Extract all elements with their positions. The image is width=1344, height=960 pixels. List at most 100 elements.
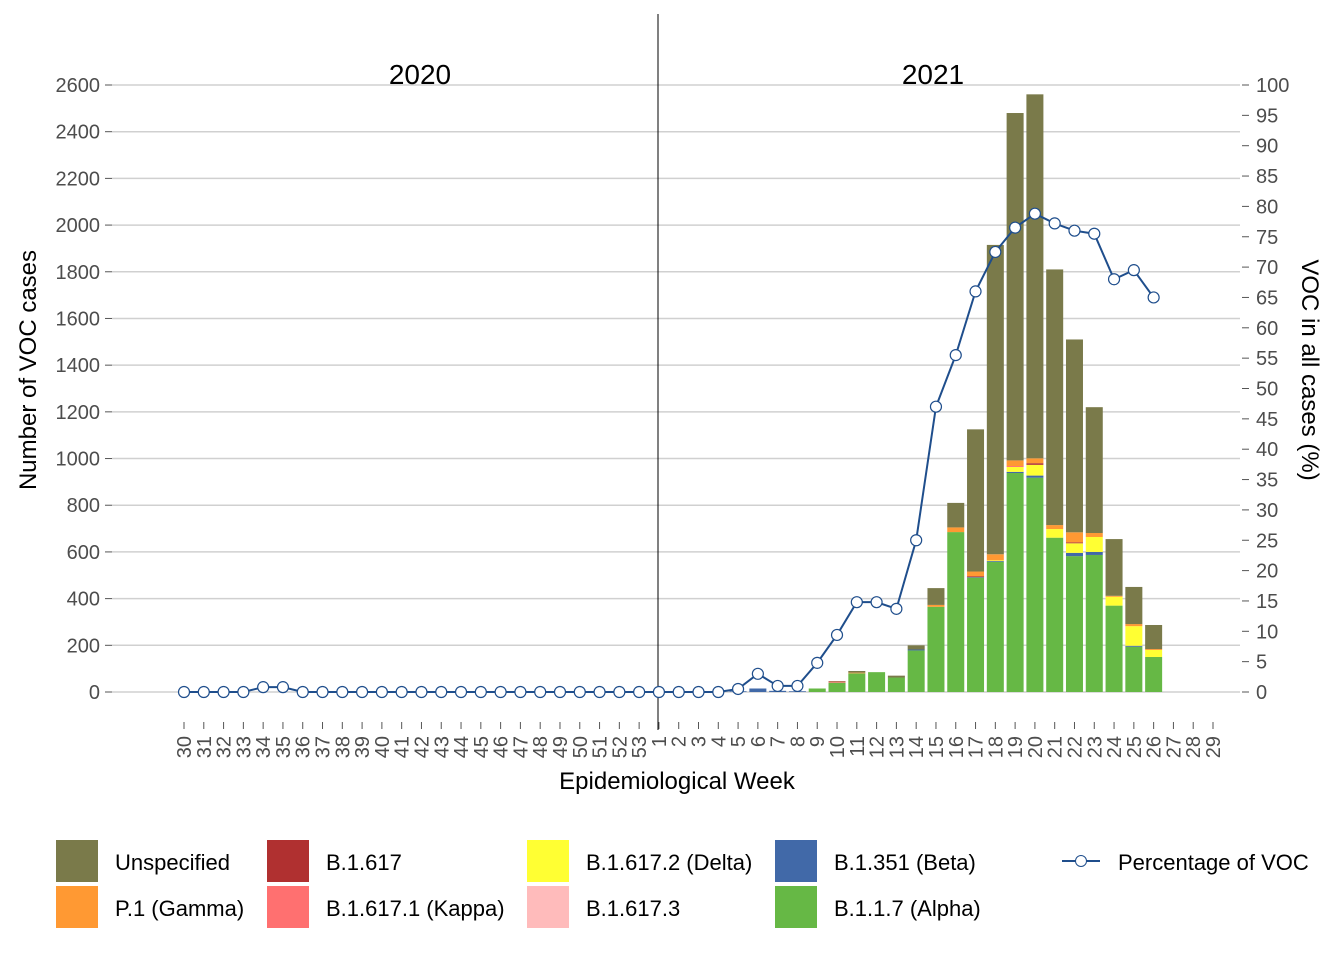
legend-label: Percentage of VOC <box>1118 850 1309 875</box>
percentage-point-wk39 <box>355 685 369 699</box>
bar-b-1-351-beta--wk22 <box>1065 552 1083 557</box>
percentage-point-wk16 <box>949 349 962 362</box>
percentage-point-wk49 <box>553 685 567 699</box>
percentage-point-wk8 <box>791 679 804 693</box>
bar-b-1-617-wk17 <box>967 576 985 578</box>
legend-swatch <box>775 840 817 882</box>
y-tick-label: 1400 <box>56 355 101 377</box>
bar-b-1-617-2-delta--wk23 <box>1085 536 1103 552</box>
legend-label: Unspecified <box>115 850 230 875</box>
x-tick-label: 50 <box>570 736 592 758</box>
percentage-point-wk4 <box>712 685 725 699</box>
x-tick-label: 47 <box>510 736 532 758</box>
bar-p-1-gamma--wk25 <box>1125 624 1143 627</box>
bar-p-1-gamma--wk19 <box>1006 460 1024 467</box>
x-axis-title: Epidemiological Week <box>559 768 796 795</box>
percentage-point-wk13 <box>890 602 903 615</box>
legend-label: B.1.617.3 <box>586 896 680 921</box>
x-tick-label: 34 <box>253 736 275 758</box>
bar-b-1-351-beta--wk25 <box>1125 645 1143 647</box>
y-tick-label: 200 <box>67 635 100 657</box>
percentage-point-wk2 <box>672 685 685 699</box>
percentage-point-wk14 <box>910 534 923 547</box>
x-tick-label: 1 <box>649 736 671 747</box>
legend-swatch <box>56 886 98 928</box>
percentage-point-wk21 <box>1048 217 1061 230</box>
x-tick-label: 53 <box>629 736 651 758</box>
bar-b-1-617-2-delta--wk24 <box>1105 596 1123 606</box>
year-label-2021: 2021 <box>902 59 964 90</box>
percentage-point-wk33 <box>237 685 250 699</box>
y-tick-label: 400 <box>67 589 100 611</box>
x-tick-label: 8 <box>787 736 809 747</box>
y-tick-label: 2200 <box>56 168 101 190</box>
bar-p-1-gamma--wk16 <box>947 527 965 533</box>
x-tick-label: 2 <box>669 736 691 747</box>
bar-b-1-351-beta--wk17 <box>967 577 985 578</box>
percentage-point-wk44 <box>454 685 468 699</box>
legend-swatch <box>527 886 569 928</box>
y-axis-title: Number of VOC cases <box>15 250 42 490</box>
y2-tick-label: 55 <box>1256 348 1278 370</box>
bar-b-1-1-7-alpha--wk12 <box>868 672 886 692</box>
bar-unspecified-wk14 <box>907 645 925 650</box>
y-tick-label: 1200 <box>56 402 101 424</box>
x-tick-label: 17 <box>966 736 988 758</box>
bar-b-1-351-beta--wk18 <box>986 561 1004 562</box>
x-tick-label: 28 <box>1183 736 1205 758</box>
x-tick-label: 21 <box>1045 736 1067 758</box>
x-tick-label: 13 <box>886 736 908 758</box>
bar-b-1-617-wk20 <box>1026 463 1044 465</box>
bar-b-1-351-beta--wk14 <box>907 649 925 651</box>
x-tick-label: 16 <box>946 736 968 758</box>
bar-unspecified-wk23 <box>1085 407 1103 534</box>
bar-b-1-351-beta--wk6 <box>749 688 767 692</box>
y2-tick-label: 80 <box>1256 196 1278 218</box>
bar-unspecified-wk18 <box>986 244 1004 555</box>
x-tick-label: 39 <box>352 736 374 758</box>
bar-b-1-1-7-alpha--wk18 <box>986 561 1004 692</box>
y-tick-label: 1000 <box>56 449 101 471</box>
x-tick-label: 40 <box>372 736 394 758</box>
y2-axis-title: VOC in all cases (%) <box>1296 259 1323 480</box>
y2-tick-label: 15 <box>1256 591 1278 613</box>
y2-tick-label: 25 <box>1256 530 1278 552</box>
percentage-line <box>177 207 1160 699</box>
y2-tick-label: 50 <box>1256 379 1278 401</box>
percentage-point-wk32 <box>217 685 230 699</box>
x-tick-label: 23 <box>1084 736 1106 758</box>
percentage-point-wk41 <box>395 685 408 699</box>
bar-unspecified-wk11 <box>848 670 866 673</box>
x-tick-label: 3 <box>689 736 711 747</box>
bar-p-1-gamma--wk15 <box>927 604 945 607</box>
x-tick-label: 37 <box>313 736 335 758</box>
bar-unspecified-wk26 <box>1145 624 1163 650</box>
bar-b-1-1-7-alpha--wk23 <box>1085 554 1103 692</box>
y2-tick-label: 95 <box>1256 105 1278 127</box>
bar-b-1-1-7-alpha--wk17 <box>967 577 985 692</box>
bar-b-1-1-7-alpha--wk16 <box>947 532 965 692</box>
legend-label: B.1.617 <box>326 850 402 875</box>
y2-tick-label: 70 <box>1256 257 1278 279</box>
x-tick-label: 24 <box>1104 736 1126 758</box>
x-tick-label: 36 <box>293 736 315 758</box>
percentage-point-wk23 <box>1088 227 1101 240</box>
bars <box>729 94 1163 692</box>
bar-b-1-617-2-delta--wk19 <box>1006 466 1024 472</box>
x-tick-label: 18 <box>985 736 1007 758</box>
y-tick-label: 1800 <box>56 262 101 284</box>
x-tick-label: 10 <box>827 736 849 758</box>
percentage-point-wk35 <box>276 681 290 694</box>
percentage-point-wk50 <box>573 685 586 699</box>
bar-p-1-gamma--wk11 <box>848 672 866 674</box>
x-tick-label: 22 <box>1064 736 1086 758</box>
legend-swatch <box>775 886 817 928</box>
percentage-point-wk42 <box>415 685 428 699</box>
x-tick-label: 15 <box>926 736 948 758</box>
bar-b-1-1-7-alpha--wk13 <box>887 677 905 692</box>
bar-p-1-gamma--wk26 <box>1145 649 1163 650</box>
percentage-point-wk5 <box>731 682 745 696</box>
percentage-point-wk43 <box>435 685 448 699</box>
bar-b-1-1-7-alpha--wk11 <box>848 673 866 692</box>
percentage-point-wk31 <box>197 685 210 699</box>
